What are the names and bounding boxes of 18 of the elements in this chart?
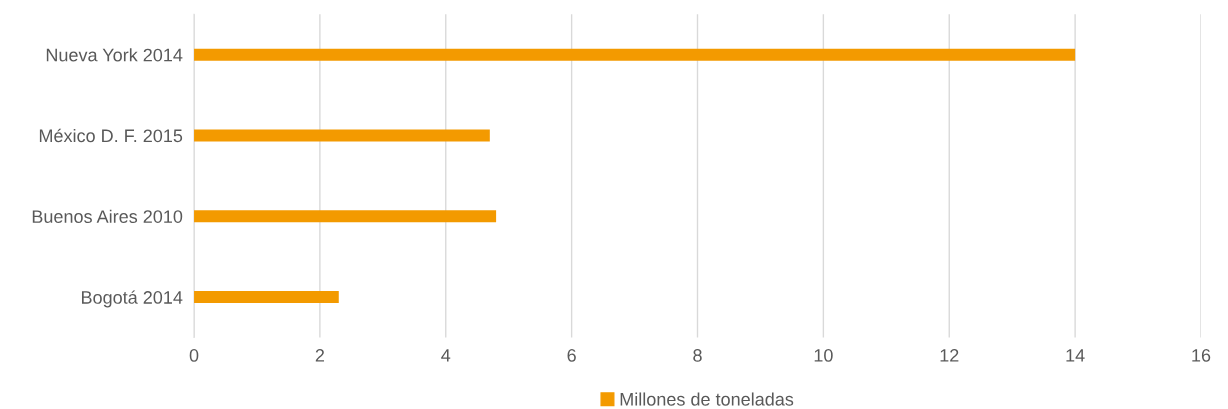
bar <box>194 210 497 223</box>
y-tick-label: México D. F. 2015 <box>39 128 183 143</box>
x-tick-label: 4 <box>441 349 451 362</box>
x-tick-label: 8 <box>693 349 702 362</box>
bar <box>194 48 1076 61</box>
x-tick-label: 12 <box>940 349 959 362</box>
y-tick-label: Nueva York 2014 <box>46 48 183 62</box>
y-tick-label: Bogotá 2014 <box>81 290 183 308</box>
bar <box>194 129 490 142</box>
x-tick-label: 2 <box>315 349 325 362</box>
x-tick-label: 14 <box>1066 349 1085 362</box>
x-tick-label: 0 <box>189 349 199 362</box>
legend-label: Millones de toneladas <box>620 392 794 406</box>
y-tick-label: Buenos Aires 2010 <box>32 209 183 223</box>
x-tick-label: 16 <box>1192 349 1211 362</box>
bar <box>194 290 339 304</box>
x-tick-label: 10 <box>814 349 833 362</box>
x-tick-label: 6 <box>567 349 576 362</box>
